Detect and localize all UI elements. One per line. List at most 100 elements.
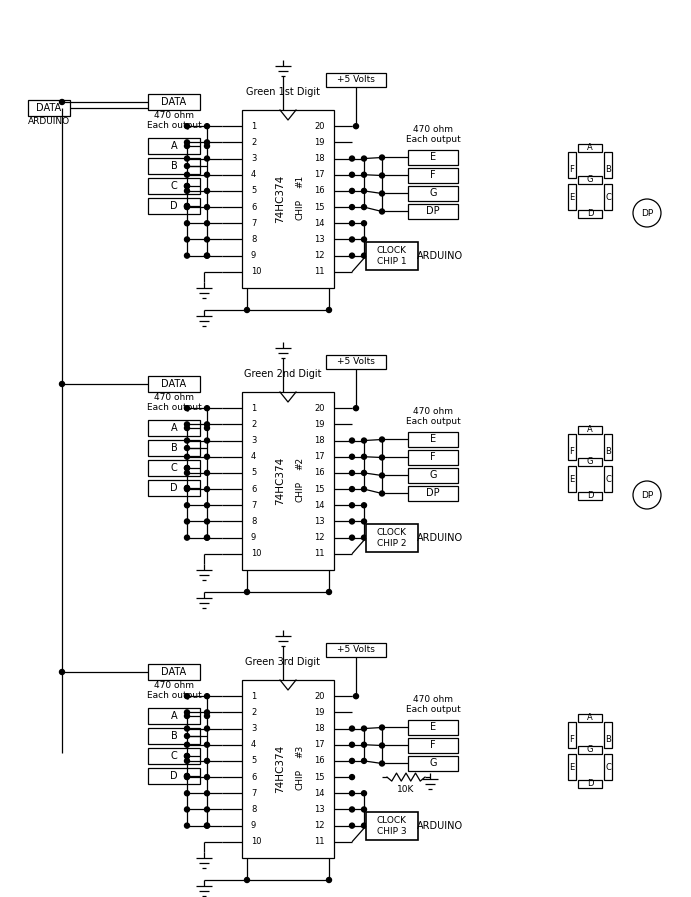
Circle shape	[350, 221, 354, 226]
Circle shape	[184, 713, 189, 718]
Circle shape	[379, 191, 384, 196]
Circle shape	[59, 669, 64, 675]
Text: +5 Volts: +5 Volts	[337, 646, 375, 655]
Text: E: E	[569, 193, 575, 202]
Text: Each output: Each output	[406, 416, 460, 425]
Bar	[568, 466, 576, 492]
Text: Each output: Each output	[406, 135, 460, 144]
Text: 3: 3	[251, 724, 256, 733]
Text: 18: 18	[314, 154, 325, 163]
Circle shape	[205, 791, 209, 796]
Circle shape	[184, 710, 189, 715]
Circle shape	[379, 725, 384, 730]
Circle shape	[350, 791, 354, 796]
Text: G: G	[587, 457, 594, 466]
Bar	[408, 720, 458, 735]
Bar	[568, 434, 576, 460]
Circle shape	[184, 253, 189, 258]
Circle shape	[350, 237, 354, 242]
Circle shape	[379, 473, 384, 478]
Bar	[148, 728, 200, 744]
Circle shape	[184, 486, 189, 492]
Text: 470 ohm: 470 ohm	[154, 682, 194, 691]
Text: F: F	[569, 164, 574, 173]
Circle shape	[184, 470, 189, 475]
Circle shape	[184, 204, 189, 208]
Text: CLOCK
CHIP 1: CLOCK CHIP 1	[377, 247, 407, 266]
Bar	[568, 754, 576, 780]
Circle shape	[205, 124, 209, 128]
Text: Each output: Each output	[146, 692, 201, 701]
Bar	[604, 466, 612, 492]
Text: DP: DP	[641, 491, 653, 500]
Text: 8: 8	[251, 235, 256, 244]
Circle shape	[184, 753, 189, 759]
Circle shape	[350, 536, 354, 540]
Text: 2: 2	[251, 138, 256, 147]
Circle shape	[184, 485, 189, 491]
Circle shape	[350, 519, 354, 524]
Text: 13: 13	[314, 805, 325, 814]
Circle shape	[205, 710, 209, 715]
Text: A: A	[171, 711, 178, 721]
Circle shape	[205, 253, 209, 258]
Text: G: G	[587, 176, 594, 185]
Circle shape	[354, 693, 359, 699]
Circle shape	[184, 485, 189, 491]
Circle shape	[350, 205, 354, 210]
Circle shape	[361, 807, 366, 812]
Circle shape	[184, 188, 189, 194]
Text: E: E	[430, 434, 436, 445]
Circle shape	[350, 726, 354, 731]
Circle shape	[184, 163, 189, 169]
Circle shape	[205, 454, 209, 459]
Text: C: C	[171, 181, 178, 191]
Circle shape	[379, 437, 384, 442]
Text: 20: 20	[314, 122, 325, 131]
Text: Each output: Each output	[406, 704, 460, 713]
Circle shape	[361, 486, 366, 492]
Circle shape	[350, 454, 354, 459]
Circle shape	[205, 205, 209, 210]
Bar	[148, 460, 200, 476]
Text: 15: 15	[314, 203, 325, 212]
Circle shape	[205, 486, 209, 492]
Circle shape	[205, 237, 209, 242]
Text: +5 Volts: +5 Volts	[337, 75, 375, 84]
Text: 1: 1	[251, 692, 256, 701]
Bar	[148, 748, 200, 764]
Circle shape	[205, 470, 209, 475]
Text: D: D	[170, 483, 178, 493]
Circle shape	[361, 536, 366, 540]
Text: D: D	[587, 779, 594, 788]
Circle shape	[184, 405, 189, 411]
Text: 16: 16	[314, 187, 325, 196]
Text: 74HC374: 74HC374	[275, 175, 285, 223]
Circle shape	[184, 140, 189, 144]
Text: 6: 6	[251, 484, 256, 493]
Text: E: E	[569, 475, 575, 483]
Bar	[408, 468, 458, 483]
Text: DATA: DATA	[37, 103, 61, 113]
Text: E: E	[430, 722, 436, 733]
Circle shape	[379, 491, 384, 496]
Circle shape	[184, 503, 189, 508]
Text: ARDUINO: ARDUINO	[417, 251, 463, 261]
Text: 4: 4	[251, 452, 256, 461]
Text: 74HC374: 74HC374	[275, 745, 285, 793]
Text: 3: 3	[251, 436, 256, 445]
Text: 470 ohm: 470 ohm	[154, 394, 194, 403]
Circle shape	[184, 693, 189, 699]
Circle shape	[327, 589, 332, 595]
Circle shape	[205, 422, 209, 427]
Circle shape	[184, 519, 189, 524]
Circle shape	[350, 742, 354, 747]
Circle shape	[184, 773, 189, 779]
Text: 14: 14	[314, 501, 325, 509]
Text: 9: 9	[251, 251, 256, 260]
Text: F: F	[569, 447, 574, 456]
Text: G: G	[429, 759, 437, 769]
Circle shape	[350, 470, 354, 475]
Circle shape	[350, 253, 354, 258]
Text: E: E	[569, 762, 575, 771]
